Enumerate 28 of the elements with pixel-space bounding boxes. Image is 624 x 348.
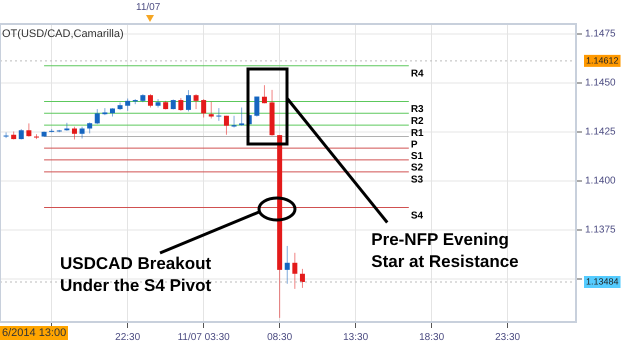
x-tick-label: 22:30 xyxy=(115,332,141,343)
y-tick-label: 1.1400 xyxy=(585,176,616,187)
y-tick-label: 1.1475 xyxy=(585,28,616,40)
series-label: P xyxy=(410,139,418,150)
y-tick-label: 1.1375 xyxy=(585,224,616,236)
series-label: S1 xyxy=(410,150,424,162)
text: 6/2014 13:00 xyxy=(0,326,68,340)
y-tick-label: 1.1450 xyxy=(585,78,616,89)
candlestick xyxy=(254,96,260,118)
x-tick-label: 13:30 xyxy=(343,332,369,343)
series-label: S4 xyxy=(410,210,424,222)
ref-line-label: 1.14612 xyxy=(586,55,619,66)
series-label: S2 xyxy=(410,162,424,174)
x-tick-label: 11/07 03:30 xyxy=(178,332,230,343)
annotation: USDCAD Breakout Under the S4 Pivot xyxy=(60,253,212,297)
x-tick-label: 18:30 xyxy=(419,332,445,343)
text: 11/07 xyxy=(136,2,160,13)
x-tick-label: 23:30 xyxy=(495,332,521,343)
series-label: R4 xyxy=(410,68,424,80)
series-label: R2 xyxy=(410,116,424,127)
x-tick-label: 08:30 xyxy=(267,332,293,343)
annotation: Pre-NFP Evening Star at Resistance xyxy=(371,228,520,272)
ref-line-label: 1.13484 xyxy=(586,276,619,286)
series-label: R3 xyxy=(410,104,424,116)
annotation: OT(USD/CAD,Camarilla) xyxy=(2,28,124,40)
series-label: S3 xyxy=(410,174,424,186)
series-label: R1 xyxy=(410,128,424,139)
y-tick-label: 1.1425 xyxy=(585,126,616,138)
